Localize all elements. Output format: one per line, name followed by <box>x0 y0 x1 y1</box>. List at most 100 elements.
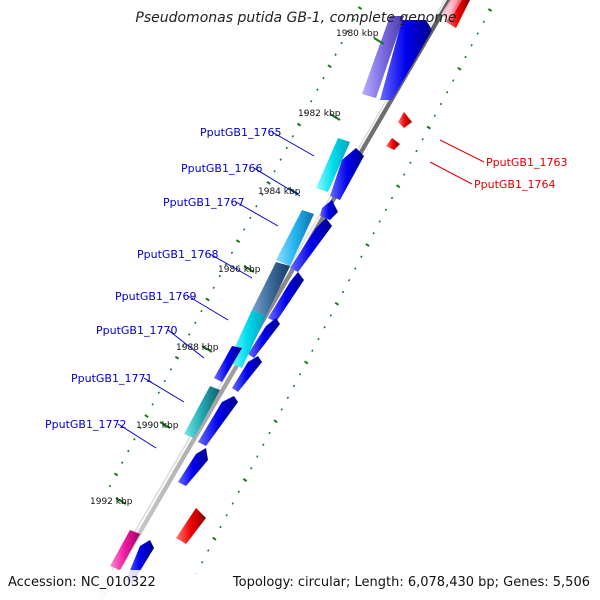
tick-dot <box>390 196 394 200</box>
tick-dot <box>255 204 258 208</box>
gene-arrow <box>176 508 206 544</box>
gene-arrow <box>398 112 412 128</box>
tick-dots-outer <box>194 8 493 576</box>
colored-genes <box>110 16 404 570</box>
gene-arrow <box>248 318 280 358</box>
tick-dot <box>433 114 437 118</box>
tick-dot <box>291 134 295 138</box>
gene-label-pputgb1-1771[interactable]: PputGB1_1771 <box>71 372 152 385</box>
tick-dot <box>421 137 424 141</box>
gene-label-pputgb1-1768[interactable]: PputGB1_1768 <box>137 248 218 261</box>
tick-dot <box>329 314 332 317</box>
gene-label-pputgb1-1763[interactable]: PputGB1_1763 <box>486 156 567 169</box>
tick-dot <box>205 297 210 302</box>
tick-dot <box>327 64 332 69</box>
gene-labels: PputGB1_1763 PputGB1_1764 PputGB1_1765 P… <box>45 126 567 431</box>
gene-label-pputgb1-1767[interactable]: PputGB1_1767 <box>163 196 244 209</box>
gene-arrow <box>268 272 304 322</box>
tick-dot <box>340 41 343 45</box>
tick-dot <box>346 30 349 33</box>
tick-dot <box>231 502 234 505</box>
tick-dot <box>304 360 309 365</box>
tick-dot <box>212 286 215 290</box>
tick-label: 1986 kbp <box>218 265 261 275</box>
tick-dot <box>230 251 234 255</box>
gene-label-pputgb1-1765[interactable]: PputGB1_1765 <box>200 126 281 139</box>
tick-dot <box>426 125 431 130</box>
tick-dot <box>365 243 370 247</box>
tick-dot <box>439 102 443 106</box>
gene-block <box>214 346 242 382</box>
tick-dot <box>256 455 259 458</box>
tick-label: 1980 kbp <box>336 29 379 39</box>
accession-text: Accession: NC_010322 <box>8 575 156 590</box>
tick-dot <box>108 484 112 488</box>
gene-label-pputgb1-1769[interactable]: PputGB1_1769 <box>115 290 196 303</box>
reverse-genes <box>176 0 470 544</box>
tick-dot <box>445 90 449 94</box>
tick-dot <box>403 173 406 176</box>
tick-label: 1988 kbp <box>176 343 219 353</box>
gene-label-pputgb1-1770[interactable]: PputGB1_1770 <box>96 324 177 337</box>
tick-dot <box>372 231 375 235</box>
tick-dot <box>470 43 473 47</box>
tick-dot <box>139 426 142 429</box>
tick-dot <box>273 169 276 173</box>
gene-block <box>252 262 290 316</box>
tick-label: 1982 kbp <box>298 109 341 119</box>
gene-block <box>276 210 314 266</box>
tick-dot <box>464 55 467 59</box>
tick-dot <box>212 536 217 541</box>
tick-dot <box>316 88 319 91</box>
tick-dot <box>409 161 412 165</box>
tick-dot <box>303 111 307 115</box>
scale-tick-labels: 1980 kbp 1982 kbp 1984 kbp 1986 kbp 1988… <box>90 29 379 507</box>
tick-dot <box>360 255 363 259</box>
tick-dot <box>133 438 136 441</box>
tick-dot <box>261 193 264 196</box>
gene-label-pputgb1-1766[interactable]: PputGB1_1766 <box>181 162 262 175</box>
gene-label-pputgb1-1764[interactable]: PputGB1_1764 <box>474 178 555 191</box>
gene-arrow <box>320 200 338 220</box>
tick-dot <box>188 333 191 336</box>
tick-dot <box>262 443 265 447</box>
gene-arrow <box>330 148 364 200</box>
tick-dot <box>317 337 320 341</box>
tick-dot <box>266 180 271 185</box>
tick-dot <box>242 228 246 231</box>
tick-dot <box>200 309 203 313</box>
tick-dot <box>354 267 357 270</box>
tick-dot <box>207 549 210 552</box>
tick-dot <box>268 431 271 435</box>
tick-dot <box>415 149 418 153</box>
tick-dot <box>482 20 486 24</box>
gene-block <box>110 530 140 570</box>
tick-dot <box>121 461 124 464</box>
tick-dot <box>169 368 173 371</box>
gene-arrow <box>178 448 208 486</box>
tick-dot <box>292 384 296 388</box>
topology-text: Topology: circular; Length: 6,078,430 bp… <box>232 575 590 590</box>
tick-dot <box>249 466 253 470</box>
tick-dot <box>323 325 326 329</box>
gene-arrow <box>198 396 238 446</box>
tick-dot <box>296 122 302 127</box>
tick-label: 1990 kbp <box>136 421 179 431</box>
tick-dot <box>224 263 228 266</box>
tick-dot <box>151 403 154 406</box>
tick-dot <box>395 184 401 189</box>
gene-label-pputgb1-1772[interactable]: PputGB1_1772 <box>45 418 126 431</box>
tick-dot <box>157 391 160 395</box>
footer-background <box>0 570 600 600</box>
tick-dot <box>334 301 340 306</box>
tick-dot <box>200 560 204 564</box>
gene-arrow <box>386 138 400 150</box>
tick-dot <box>163 379 167 383</box>
tick-dot <box>298 372 302 376</box>
tick-dot <box>235 239 241 244</box>
tick-dot <box>357 6 363 10</box>
tick-dot <box>174 355 180 360</box>
gene-block <box>362 16 404 98</box>
gene-arrow <box>380 20 432 100</box>
